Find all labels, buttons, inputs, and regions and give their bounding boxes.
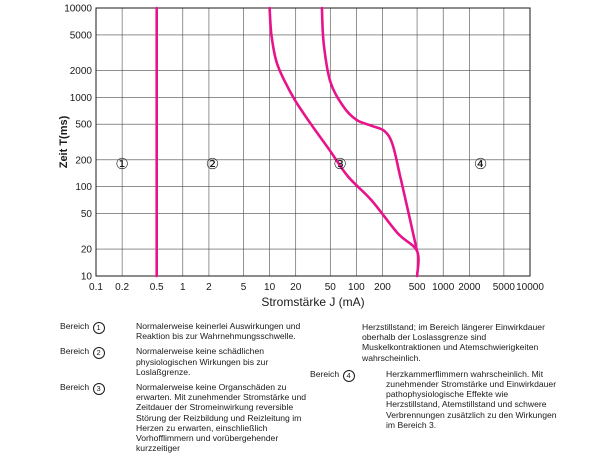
x-tick-label: 2 <box>206 282 212 293</box>
y-tick-label: 100 <box>75 182 92 193</box>
legend-left-column: Bereich 1 Normalerweise keinerlei Auswirk… <box>60 321 320 458</box>
x-tick-label: 50 <box>325 282 337 293</box>
legend-text: Normalerweise keinerlei Auswirkungen und… <box>136 321 301 342</box>
legend-number-circle: 2 <box>92 347 105 360</box>
x-tick-label: 500 <box>409 282 426 293</box>
legend-prefix: Bereich 2 <box>60 346 105 360</box>
x-tick-labels: 0.1 0.2 0.5 1 2 5 10 20 50 100 200 500 1000 2000 5000 1… <box>89 282 544 293</box>
x-tick-label: 1000 <box>432 282 455 293</box>
region-label-1: ① <box>115 156 128 173</box>
legend-continuation: Herzstillstand; im Bereich längerer Einw… <box>362 322 545 363</box>
legend-entry-1: Bereich 1 Normalerweise keinerlei Auswirk… <box>60 321 320 341</box>
legend-number-circle: 3 <box>92 383 105 396</box>
x-tick-label: 5000 <box>493 282 516 293</box>
legend-text: Normalerweise keine Organschäden zu erwa… <box>136 382 307 454</box>
y-tick-label: 50 <box>81 209 93 220</box>
legend-text: Herzkammerflimmern wahrscheinlich. Mit z… <box>386 368 557 430</box>
x-tick-label: 5 <box>241 282 247 293</box>
x-tick-label: 10000 <box>516 282 544 293</box>
y-tick-label: 5000 <box>70 30 93 41</box>
gridlines <box>95 7 531 277</box>
legend-entry-3: Bereich 3 Normalerweise keine Organschäde… <box>60 382 320 453</box>
region-label-4: ④ <box>474 156 487 173</box>
x-axis-label: Stromstärke J (mA) <box>261 295 364 309</box>
x-tick-label: 2000 <box>458 282 481 293</box>
legend-prefix: Bereich 1 <box>60 321 105 334</box>
boundary-curve-2 <box>268 6 420 278</box>
x-tick-label: 200 <box>374 282 391 293</box>
x-tick-label: 0.2 <box>115 282 129 293</box>
y-tick-label: 1000 <box>70 93 93 104</box>
y-tick-label: 500 <box>75 120 92 131</box>
legend-right-column: Herzstillstand; im Bereich längerer Einw… <box>310 322 560 435</box>
x-tick-label: 20 <box>290 282 302 293</box>
region-label-2: ② <box>206 156 219 173</box>
legend-prefix-text: Bereich <box>60 321 92 331</box>
y-tick-label: 10000 <box>64 4 92 15</box>
legend-prefix: Bereich 4 <box>310 369 355 382</box>
boundary-curve-3 <box>320 6 419 253</box>
x-tick-label: 0.5 <box>150 282 164 293</box>
x-tick-label: 1 <box>180 282 186 293</box>
y-tick-label: 200 <box>75 155 92 166</box>
legend-prefix-text: Bereich <box>310 368 342 379</box>
x-tick-label: 100 <box>348 282 365 293</box>
y-tick-label: 20 <box>81 245 93 256</box>
legend-text: Normalerweise keine schädlichen physiolo… <box>136 346 269 377</box>
x-tick-label: 0.1 <box>89 282 103 293</box>
legend-entry-4: Bereich 4 Herzkammerflimmern wahrscheinli… <box>310 369 560 430</box>
y-tick-label: 10 <box>81 272 93 283</box>
series-group <box>155 6 420 278</box>
x-tick-label: 10 <box>264 282 276 293</box>
chart: 0.1 0.2 0.5 1 2 5 10 20 50 100 200 500 1000 2000 5000 1… <box>58 4 544 310</box>
legend-prefix-text: Bereich <box>60 346 92 357</box>
y-tick-labels: 10 20 50 100 200 500 1000 2000 5000 10000 <box>64 4 92 283</box>
legend-number-circle: 4 <box>342 369 355 382</box>
y-tick-label: 2000 <box>70 66 93 77</box>
legend-prefix: Bereich 3 <box>60 382 105 396</box>
legend-prefix-text: Bereich <box>60 382 92 393</box>
axes <box>95 7 531 277</box>
y-axis-label: Zeit T(ms) <box>58 115 70 168</box>
region-label-3: ③ <box>333 156 346 173</box>
plot-frame <box>95 7 531 277</box>
legend-number-circle: 1 <box>92 322 105 334</box>
region-annotations: ① ② ③ ④ <box>115 156 487 173</box>
legend-entry-2: Bereich 2 Normalerweise keine schädlichen… <box>60 346 320 377</box>
